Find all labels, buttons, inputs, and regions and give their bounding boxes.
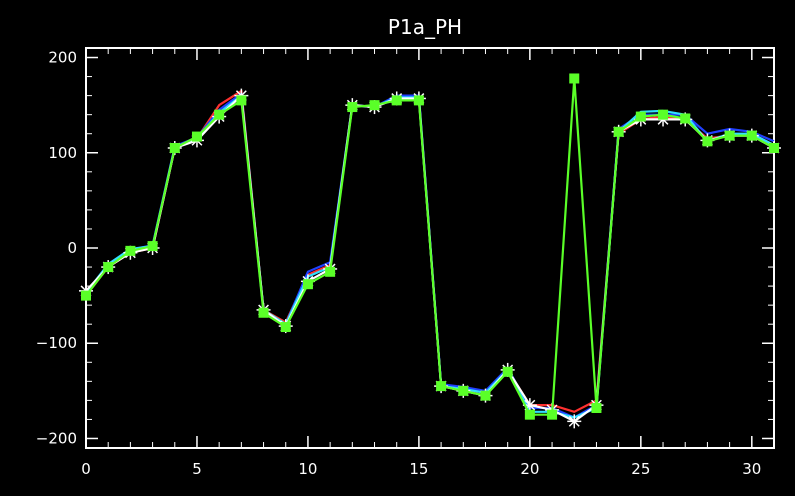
chart-title: P1a_PH bbox=[388, 15, 462, 39]
data-point bbox=[635, 111, 646, 122]
data-point bbox=[191, 131, 202, 142]
x-tick-label: 25 bbox=[631, 460, 650, 478]
y-tick-label: −100 bbox=[36, 334, 77, 352]
data-point bbox=[258, 307, 269, 318]
data-point bbox=[567, 414, 582, 429]
series-line bbox=[85, 77, 775, 416]
data-point bbox=[125, 245, 136, 256]
data-point bbox=[413, 95, 424, 106]
data-point bbox=[547, 409, 558, 420]
data-point bbox=[569, 73, 580, 84]
data-point bbox=[169, 143, 180, 153]
series-3 bbox=[79, 88, 781, 429]
series-line bbox=[85, 94, 775, 423]
data-point bbox=[214, 109, 225, 120]
data-point bbox=[325, 266, 336, 277]
data-point bbox=[103, 262, 114, 273]
y-tick-label: 200 bbox=[48, 49, 77, 67]
axis-ticks: 0 5 10 15 20 25 30 −200 −100 0 100 200 bbox=[36, 48, 775, 478]
x-tick-label: 20 bbox=[520, 460, 539, 478]
data-point bbox=[436, 381, 447, 392]
data-point bbox=[480, 390, 491, 401]
data-point bbox=[680, 113, 691, 124]
data-point bbox=[524, 409, 535, 420]
series-layer bbox=[79, 73, 781, 429]
data-point bbox=[658, 109, 669, 120]
data-point bbox=[280, 322, 291, 333]
data-point bbox=[302, 279, 313, 290]
x-tick-label: 30 bbox=[742, 460, 761, 478]
data-point bbox=[236, 95, 247, 106]
data-point bbox=[591, 403, 602, 413]
data-point bbox=[369, 100, 380, 111]
data-point bbox=[502, 366, 513, 377]
data-point bbox=[724, 130, 735, 141]
y-tick-label: 100 bbox=[48, 144, 77, 162]
series-4 bbox=[81, 73, 779, 420]
data-point bbox=[746, 130, 757, 141]
x-tick-label: 15 bbox=[409, 460, 428, 478]
data-point bbox=[702, 136, 713, 147]
data-point bbox=[391, 95, 402, 106]
x-tick-label: 10 bbox=[298, 460, 317, 478]
x-tick-label: 5 bbox=[192, 460, 202, 478]
data-point bbox=[458, 385, 469, 396]
data-point bbox=[613, 126, 624, 137]
data-point bbox=[81, 290, 91, 301]
y-tick-label: −200 bbox=[36, 429, 77, 447]
data-point bbox=[769, 143, 779, 153]
data-point bbox=[147, 241, 158, 252]
data-point bbox=[347, 102, 358, 113]
x-tick-label: 0 bbox=[81, 460, 91, 478]
y-tick-label: 0 bbox=[67, 239, 77, 257]
